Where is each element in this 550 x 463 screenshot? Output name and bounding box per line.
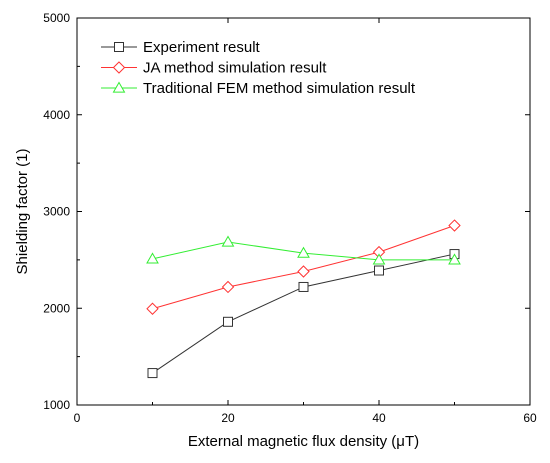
y-tick-label: 1000 [43,398,70,412]
data-point [147,368,158,379]
data-point [297,246,310,258]
data-point [298,281,309,292]
plot-area [76,17,531,406]
legend-item: Experiment result [101,39,261,56]
y-tick-label: 5000 [43,11,70,25]
y-tick-label: 3000 [43,205,70,219]
y-tick-label: 2000 [43,301,70,315]
x-axis-title: External magnetic flux density (μT) [188,433,419,450]
data-point [221,280,235,294]
data-point [223,316,233,327]
ticks-layer: 0 20 40 60 1000 2000 3000 4000 5000 [43,11,537,425]
series-square [147,249,460,379]
x-tick-label: 0 [74,411,81,425]
data-point [448,253,461,265]
x-tick-label: 20 [221,411,235,425]
data-point [221,235,235,247]
legend-item: JA method simulation result [101,60,327,77]
data-point [448,219,461,232]
legend-item: Traditional FEM method simulation result [101,80,416,97]
data-point [372,253,386,265]
x-tick-label: 60 [523,411,537,425]
y-axis-title: Shielding factor (1) [14,149,31,275]
x-tick-label: 40 [372,411,386,425]
series-layer [146,219,461,379]
legend-marker [112,81,126,93]
data-point [146,302,159,315]
legend: Experiment result JA method simulation re… [101,39,416,97]
legend-label: Experiment result [143,39,261,56]
data-point [297,265,310,278]
legend-label: JA method simulation result [143,60,327,77]
legend-label: Traditional FEM method simulation result [143,80,416,97]
legend-marker [114,42,124,52]
legend-marker [112,61,126,74]
data-point [374,265,384,276]
data-point [146,252,159,264]
series-triangle [146,235,461,265]
y-tick-label: 4000 [43,108,70,122]
series-diamond [146,219,461,315]
